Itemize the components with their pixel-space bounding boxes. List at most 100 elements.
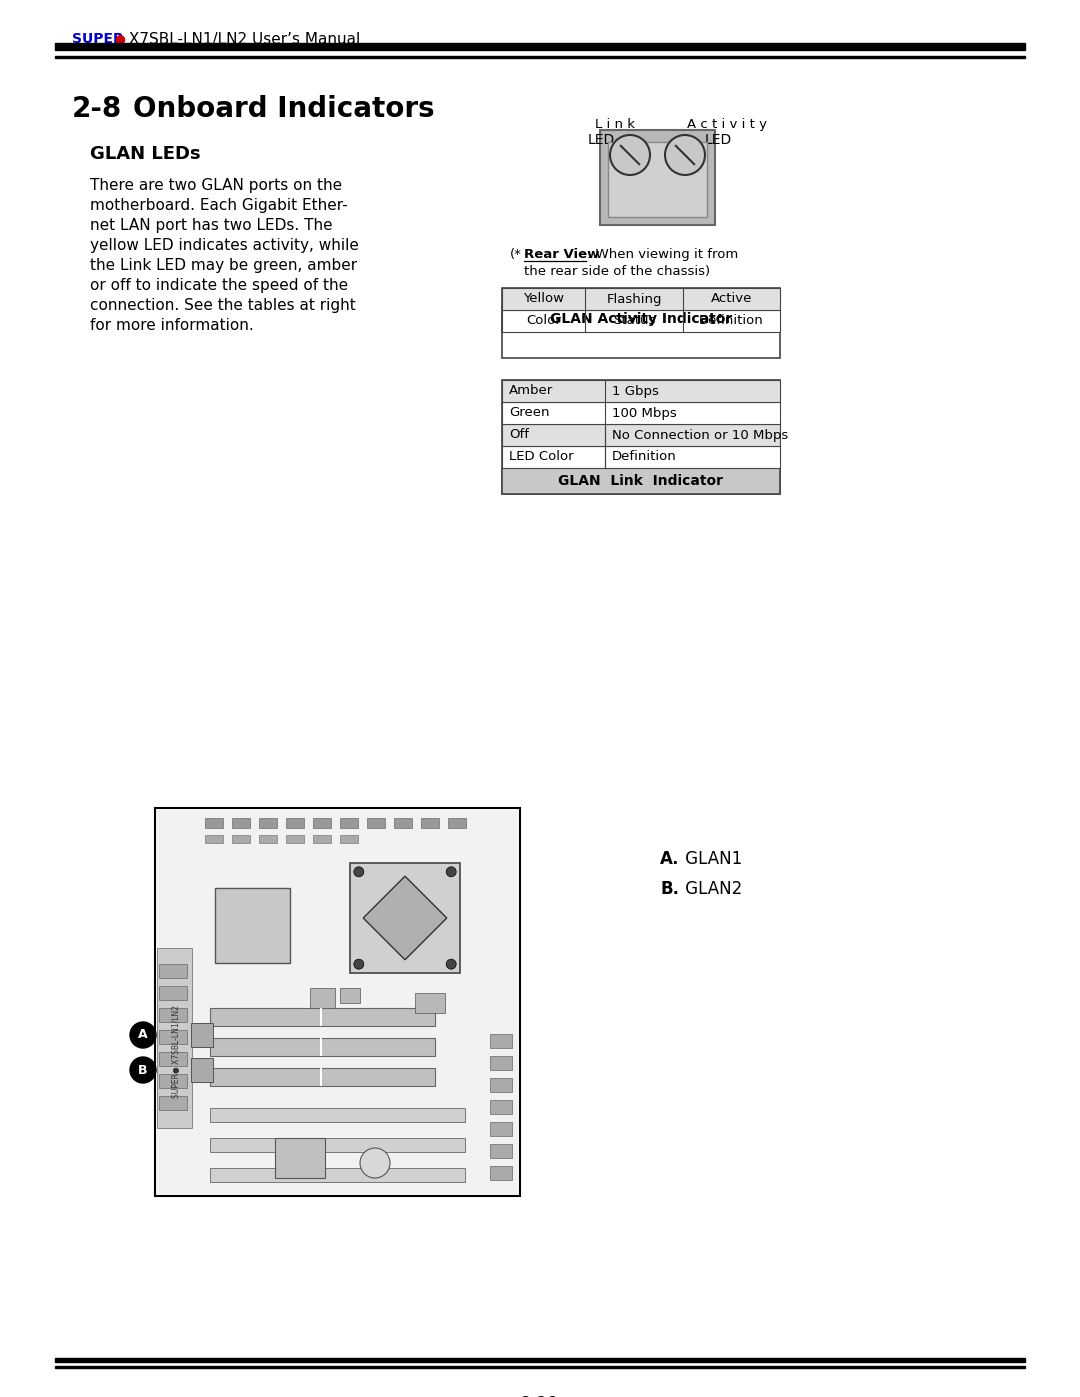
Text: 2-28: 2-28: [522, 1396, 558, 1397]
Bar: [159, 1030, 187, 1044]
Bar: [502, 402, 780, 425]
Text: GLAN Activity Indicator: GLAN Activity Indicator: [550, 312, 732, 326]
Text: SUPER: SUPER: [72, 32, 124, 46]
Circle shape: [446, 960, 456, 970]
Text: A.: A.: [660, 849, 679, 868]
Bar: [232, 835, 249, 842]
Text: 100 Mbps: 100 Mbps: [612, 407, 676, 419]
Text: Color: Color: [526, 314, 562, 327]
Bar: [205, 835, 222, 842]
Bar: [210, 1168, 465, 1182]
Bar: [55, 43, 1025, 50]
Bar: [259, 835, 276, 842]
Text: Status: Status: [612, 314, 656, 327]
Text: net LAN port has two LEDs. The: net LAN port has two LEDs. The: [90, 218, 333, 233]
Bar: [210, 1009, 435, 1025]
Bar: [159, 1009, 187, 1023]
Text: GLAN LEDs: GLAN LEDs: [90, 145, 201, 163]
Bar: [313, 819, 330, 828]
Text: GLAN1: GLAN1: [680, 849, 742, 868]
Bar: [608, 142, 707, 217]
Text: X7SBL-LN1/LN2 User’s Manual: X7SBL-LN1/LN2 User’s Manual: [124, 32, 361, 47]
Text: the rear side of the chassis): the rear side of the chassis): [524, 265, 711, 278]
Text: yellow LED indicates activity, while: yellow LED indicates activity, while: [90, 237, 359, 253]
Circle shape: [130, 1058, 156, 1083]
Bar: [448, 819, 465, 828]
Bar: [320, 1067, 322, 1085]
Bar: [191, 1023, 213, 1046]
Bar: [232, 819, 249, 828]
Bar: [310, 988, 335, 1009]
Bar: [394, 819, 411, 828]
Text: connection. See the tables at right: connection. See the tables at right: [90, 298, 355, 313]
Circle shape: [665, 136, 705, 175]
Bar: [159, 964, 187, 978]
Bar: [502, 380, 780, 495]
Text: ●: ●: [114, 32, 125, 45]
Bar: [210, 1067, 435, 1085]
Text: Off: Off: [509, 429, 529, 441]
Bar: [367, 819, 384, 828]
Text: B: B: [138, 1063, 148, 1077]
Bar: [210, 1139, 465, 1153]
Bar: [490, 1122, 512, 1136]
Text: motherboard. Each Gigabit Ether-: motherboard. Each Gigabit Ether-: [90, 198, 348, 212]
Bar: [210, 1038, 435, 1056]
Bar: [415, 993, 445, 1013]
Bar: [502, 288, 780, 310]
Text: Amber: Amber: [509, 384, 553, 398]
Bar: [55, 1366, 1025, 1368]
Bar: [286, 835, 303, 842]
Text: LED Color: LED Color: [509, 450, 573, 464]
Bar: [490, 1099, 512, 1113]
Bar: [159, 1097, 187, 1111]
Bar: [600, 130, 715, 225]
Text: for more information.: for more information.: [90, 319, 254, 332]
Bar: [275, 1139, 325, 1178]
Text: L i n k: L i n k: [595, 117, 635, 131]
Bar: [490, 1078, 512, 1092]
Bar: [157, 949, 192, 1127]
Bar: [259, 819, 276, 828]
Text: Flashing: Flashing: [606, 292, 662, 306]
Bar: [313, 835, 330, 842]
Bar: [502, 288, 780, 358]
Bar: [490, 1034, 512, 1048]
Bar: [340, 819, 357, 828]
Bar: [156, 807, 519, 1196]
Circle shape: [354, 960, 364, 970]
Bar: [215, 888, 291, 963]
Circle shape: [130, 1023, 156, 1048]
Text: Yellow: Yellow: [523, 292, 564, 306]
Text: : When viewing it from: : When viewing it from: [588, 249, 739, 261]
Bar: [421, 819, 438, 828]
Text: GLAN  Link  Indicator: GLAN Link Indicator: [558, 474, 724, 488]
Bar: [191, 1058, 213, 1083]
Bar: [55, 56, 1025, 59]
Bar: [502, 380, 780, 402]
Text: 2-8: 2-8: [72, 95, 122, 123]
Bar: [502, 468, 780, 495]
Bar: [205, 819, 222, 828]
Text: No Connection or 10 Mbps: No Connection or 10 Mbps: [612, 429, 788, 441]
Text: LED: LED: [705, 133, 732, 147]
Text: There are two GLAN ports on the: There are two GLAN ports on the: [90, 177, 342, 193]
Text: LED: LED: [588, 133, 616, 147]
Text: SUPER● X7SBL-LN1/LN2: SUPER● X7SBL-LN1/LN2: [173, 1006, 181, 1098]
Bar: [210, 1108, 465, 1122]
Text: Green: Green: [509, 407, 550, 419]
Bar: [502, 446, 780, 468]
Circle shape: [360, 1148, 390, 1178]
Text: 1 Gbps: 1 Gbps: [612, 384, 659, 398]
Circle shape: [446, 866, 456, 877]
Bar: [350, 863, 460, 972]
Bar: [157, 810, 518, 1194]
Bar: [502, 306, 780, 332]
Bar: [490, 1144, 512, 1158]
Bar: [159, 1052, 187, 1066]
Circle shape: [354, 866, 364, 877]
Text: or off to indicate the speed of the: or off to indicate the speed of the: [90, 278, 348, 293]
Text: B.: B.: [660, 880, 679, 898]
Text: A c t i v i t y: A c t i v i t y: [687, 117, 767, 131]
Bar: [286, 819, 303, 828]
